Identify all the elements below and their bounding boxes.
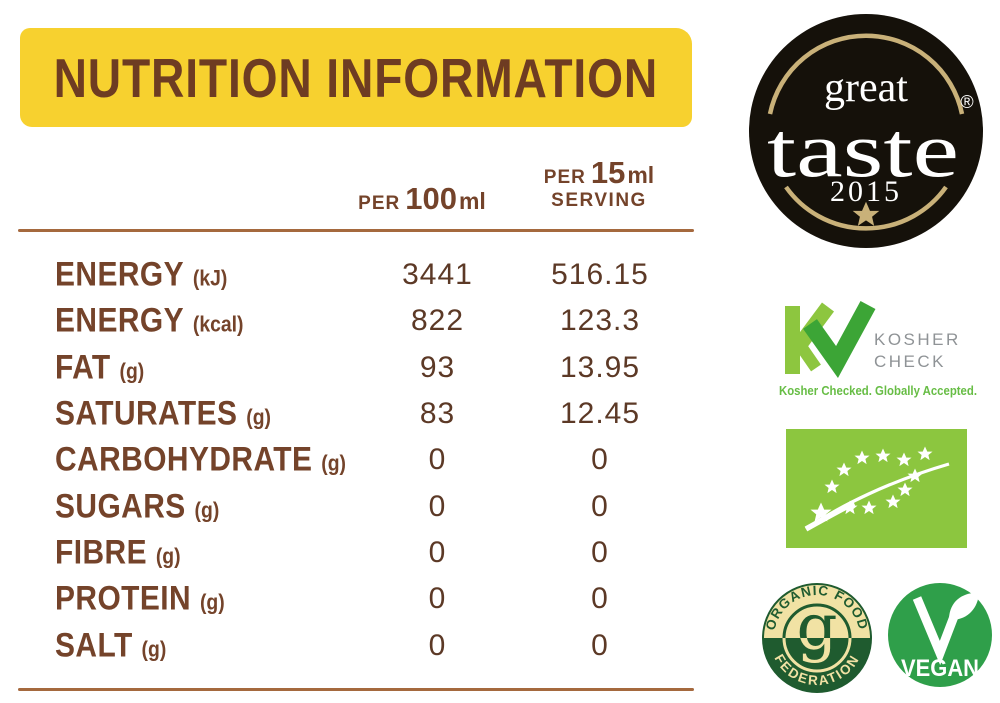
value-per-serving: 123.3 [559,304,641,338]
great-taste-word-main: taste [767,106,959,193]
col1-unit: ml [458,188,486,214]
nutrient-unit: (g) [315,450,347,476]
kosher-name-line1: KOSHER [874,330,961,349]
leaf-icon [949,592,979,620]
off-inner-ring-bottom [782,637,852,673]
kosher-k-bar [785,306,800,374]
nutrient-name: SALT [55,626,133,665]
value-per-serving: 0 [591,628,609,662]
value-per-100ml: 3441 [402,258,473,292]
nutrient-unit: (g) [194,589,225,615]
great-taste-top-arc [767,33,965,115]
off-monogram-bottom: g [797,591,838,665]
col2-prefix: PER [543,167,586,188]
table-row: SATURATES (g) 83 12.45 [0,391,700,437]
nutrient-name: ENERGY [55,255,185,294]
value-per-100ml: 83 [419,397,456,431]
row-label: ENERGY (kJ) [55,256,251,295]
nutrient-name: PROTEIN [55,579,192,618]
vegan-v-mark [912,596,963,666]
eu-organic-leaf-logo [786,429,967,548]
value-per-100ml: 0 [428,628,447,662]
value-per-100ml: 0 [428,582,447,616]
row-label: SALT (g) [55,626,181,665]
nutrient-name: FIBRE [55,533,147,572]
organic-food-federation-badge: ORGANIC FOOD FEDERATION g g [762,583,872,693]
col1-amount: 100 [405,181,457,216]
nutrient-name: FAT [55,348,111,387]
table-row: FIBRE (g) 0 0 [0,530,700,576]
page-title: NUTRITION INFORMATION [53,46,659,109]
row-label: PROTEIN (g) [55,580,248,619]
off-bottom-half [763,638,871,692]
nutrient-name: SATURATES [55,394,238,433]
value-per-serving: 0 [591,582,609,616]
title-banner: NUTRITION INFORMATION [20,28,692,127]
great-taste-word-top: great [824,65,908,111]
star-icon [852,201,880,226]
row-label: SUGARS (g) [55,487,242,526]
table-row: ENERGY (kcal) 822 123.3 [0,298,700,344]
value-per-serving: 12.45 [559,397,641,431]
great-taste-year: 2015 [830,175,902,208]
row-label: CARBOHYDRATE (g) [55,441,386,480]
col2-unit: ml [627,162,655,188]
table-row: ENERGY (kJ) 3441 516.15 [0,252,700,298]
divider-bottom [18,688,694,691]
kosher-name-line2: CHECK [874,352,946,371]
nutrient-unit: (g) [240,404,271,430]
nutrient-name: ENERGY [55,301,185,340]
col2-line1: PER 15ml [523,155,675,190]
nutrient-unit: (g) [150,543,181,569]
off-inner-ring-top [782,603,852,639]
nutrient-name: CARBOHYDRATE [55,440,313,479]
col2-amount: 15 [590,155,626,190]
nutrient-unit: (g) [189,497,220,523]
table-row: PROTEIN (g) 0 0 [0,576,700,622]
column-header-per-serving: PER 15ml SERVING [523,155,675,211]
value-per-serving: 516.15 [551,258,649,292]
table-row: SUGARS (g) 0 0 [0,483,700,529]
nutrient-unit: (g) [136,636,167,662]
great-taste-bottom-arc [784,185,948,231]
kosher-check-mark-icon [803,300,876,379]
kosher-tagline: Kosher Checked. Globally Accepted. [779,384,977,398]
col1-prefix: PER [358,193,401,214]
divider-top [18,229,694,232]
value-per-100ml: 0 [428,443,447,477]
value-per-100ml: 0 [428,489,447,523]
row-label: FIBRE (g) [55,533,198,572]
value-per-serving: 13.95 [559,350,641,384]
nutrient-unit: (kcal) [187,311,244,337]
table-row: SALT (g) 0 0 [0,622,700,668]
nutrient-unit: (kJ) [187,265,228,291]
value-per-100ml: 0 [428,535,447,569]
value-per-serving: 0 [591,535,609,569]
kosher-k-leg [793,338,821,372]
value-per-100ml: 822 [410,304,465,338]
value-per-serving: 0 [591,443,609,477]
nutrient-name: SUGARS [55,487,186,526]
table-row: CARBOHYDRATE (g) 0 0 [0,437,700,483]
value-per-100ml: 93 [419,350,456,384]
kosher-check-logo: KOSHER CHECK Kosher Checked. Globally Ac… [779,300,977,398]
row-label: SATURATES (g) [55,395,300,434]
row-label: FAT (g) [55,348,156,387]
col2-line2: SERVING [551,189,647,211]
row-label: ENERGY (kcal) [55,302,269,341]
great-taste-circle [749,14,983,248]
column-header-per-100ml: PER 100ml [346,181,498,217]
nutrient-unit: (g) [114,358,145,384]
great-taste-2015-badge: great taste ® 2015 [749,14,983,248]
table-row: FAT (g) 93 13.95 [0,345,700,391]
vegan-label: VEGAN [901,655,979,682]
off-monogram-top: g [797,591,838,665]
value-per-serving: 0 [591,489,609,523]
nutrition-rows: ENERGY (kJ) 3441 516.15 ENERGY (kcal) 82… [0,252,700,669]
registered-trademark-icon: ® [960,92,973,112]
vegan-badge: VEGAN [888,583,992,687]
